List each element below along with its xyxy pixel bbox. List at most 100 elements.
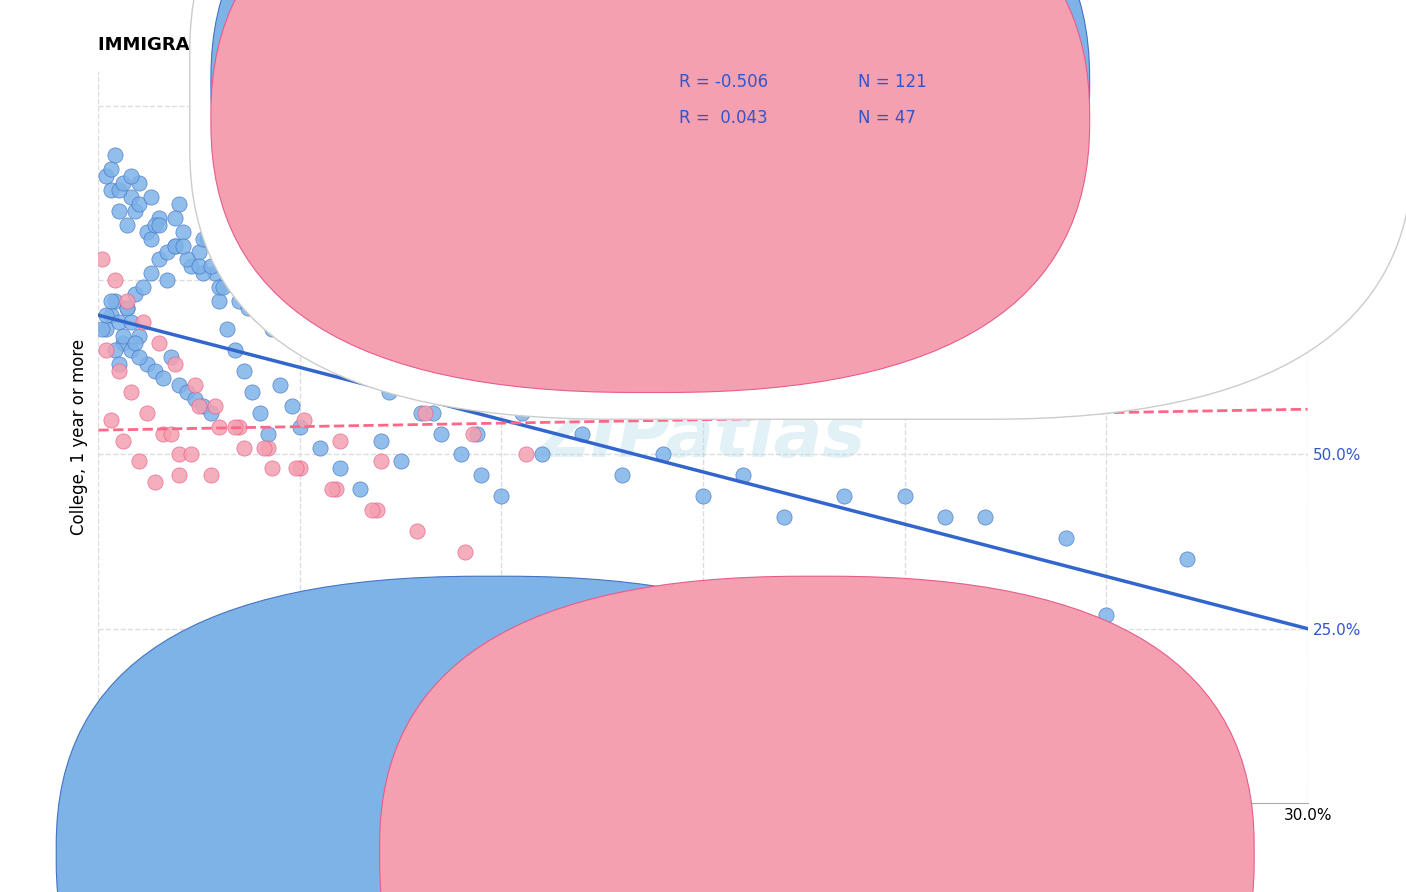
Point	[530, 448, 553, 462]
Point	[139, 266, 162, 280]
Point	[188, 245, 211, 260]
Point	[139, 190, 162, 204]
Point	[115, 294, 138, 309]
Point	[409, 406, 432, 420]
Point	[208, 280, 231, 294]
Point	[128, 329, 150, 343]
Text: Immigrants from Brazil: Immigrants from Brazil	[517, 840, 693, 855]
Point	[409, 384, 432, 399]
Point	[454, 545, 477, 559]
Point	[188, 260, 211, 274]
Point	[301, 294, 323, 309]
Point	[120, 343, 142, 357]
Point	[156, 273, 179, 287]
Point	[208, 419, 231, 434]
Point	[124, 203, 146, 218]
Point	[228, 294, 250, 309]
Point	[297, 343, 319, 357]
Point	[208, 294, 231, 309]
Point	[100, 308, 122, 322]
Point	[163, 238, 186, 252]
Point	[366, 503, 388, 517]
Point	[1175, 552, 1198, 566]
Point	[96, 308, 118, 322]
Point	[256, 441, 278, 455]
Point	[470, 468, 492, 483]
Point	[232, 280, 254, 294]
Point	[172, 225, 194, 239]
Point	[212, 280, 235, 294]
Point	[96, 322, 118, 336]
Point	[515, 448, 537, 462]
Text: R =  0.043: R = 0.043	[679, 109, 768, 127]
Point	[389, 454, 412, 468]
Point	[430, 426, 453, 441]
Point	[454, 384, 477, 399]
Point	[733, 468, 755, 483]
Point	[176, 384, 198, 399]
Text: IMMIGRANTS FROM BRAZIL VS OTTAWA COLLEGE, 1 YEAR OR MORE CORRELATION CHART: IMMIGRANTS FROM BRAZIL VS OTTAWA COLLEGE…	[98, 36, 1002, 54]
Point	[139, 231, 162, 245]
Point	[377, 384, 399, 399]
Point	[148, 211, 170, 225]
Point	[152, 426, 174, 441]
Point	[284, 461, 307, 475]
Point	[107, 357, 129, 371]
Point	[253, 441, 276, 455]
Point	[115, 218, 138, 232]
Point	[232, 441, 254, 455]
Point	[107, 364, 129, 378]
Point	[120, 190, 142, 204]
Point	[224, 343, 246, 357]
Point	[292, 412, 315, 426]
Point	[115, 301, 138, 316]
Point	[288, 461, 311, 475]
Point	[135, 406, 157, 420]
Point	[195, 231, 218, 245]
Point	[491, 489, 513, 503]
Point	[772, 657, 794, 671]
Point	[176, 252, 198, 267]
Point	[370, 454, 392, 468]
Point	[832, 489, 855, 503]
Point	[193, 399, 215, 413]
Point	[405, 524, 427, 538]
Point	[100, 412, 122, 426]
Point	[325, 483, 347, 497]
Point	[103, 148, 125, 162]
Point	[1095, 607, 1118, 622]
Point	[156, 245, 179, 260]
Point	[184, 377, 207, 392]
Point	[288, 322, 311, 336]
Point	[772, 510, 794, 524]
Point	[200, 468, 222, 483]
Point	[413, 406, 436, 420]
Point	[163, 238, 186, 252]
Point	[571, 426, 593, 441]
Point	[163, 211, 186, 225]
Point	[124, 336, 146, 351]
Point	[329, 434, 352, 448]
Point	[167, 377, 190, 392]
Point	[193, 266, 215, 280]
Point	[236, 301, 259, 316]
Point	[217, 322, 239, 336]
Point	[152, 371, 174, 385]
Point	[260, 273, 283, 287]
Point	[329, 461, 352, 475]
Point	[120, 169, 142, 183]
Point	[361, 503, 384, 517]
Point	[124, 287, 146, 301]
Point	[228, 419, 250, 434]
Point	[349, 483, 371, 497]
Point	[128, 176, 150, 190]
Point	[160, 350, 183, 364]
Point	[321, 483, 343, 497]
Point	[370, 350, 392, 364]
Point	[200, 406, 222, 420]
Point	[132, 315, 155, 329]
Point	[893, 489, 915, 503]
Point	[260, 461, 283, 475]
Point	[249, 308, 271, 322]
Point	[103, 294, 125, 309]
